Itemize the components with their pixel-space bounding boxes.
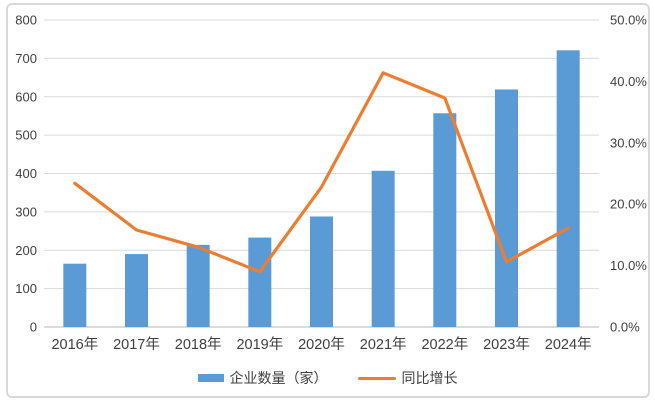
x-axis-label-2016年: 2016年 [51,336,98,353]
legend-item-line-series: 同比增长 [357,368,458,388]
line-series-swatch-icon [357,376,396,380]
x-axis-label-2021年: 2021年 [360,336,407,353]
bar-2023年 [495,89,518,328]
bar-2022年 [433,113,457,327]
left-axis-tick-600: 600 [15,89,37,104]
left-axis-tick-800: 800 [15,13,37,28]
x-axis-label-2022年: 2022年 [421,336,468,353]
x-axis-label-2019年: 2019年 [236,336,283,353]
line-series-legend-label: 同比增长 [401,370,458,386]
growth-line [73,71,570,274]
right-axis-tick-50.0pct: 50.0% [610,13,647,28]
right-axis-tick-40.0pct: 40.0% [610,74,647,89]
bar-series-legend-label: 企业数量（家） [229,370,328,386]
left-axis-tick-500: 500 [15,128,37,143]
bar-2019年 [248,237,272,327]
bar-2021年 [371,170,395,327]
left-axis-tick-400: 400 [15,166,37,181]
bar-2018年 [186,244,210,327]
bar-2024年 [556,50,580,327]
right-axis-tick-20.0pct: 20.0% [610,197,647,212]
right-axis-tick-0.0pct: 0.0% [610,320,640,335]
bar-2020年 [310,216,333,327]
x-axis-label-2024年: 2024年 [545,336,592,353]
x-axis-label-2018年: 2018年 [175,336,222,353]
plot-area: 800 700 600 500 400 300 200 100 0 50.0% 40.0% 30.0%… [15,13,647,354]
right-axis-tick-30.0pct: 30.0% [610,135,647,150]
bar-series-swatch-icon [197,374,224,382]
legend-item-bar-series: 企业数量（家） [197,368,328,388]
bar-2017年 [125,254,148,327]
x-axis-label-2017年: 2017年 [113,336,160,353]
bar-2016年 [63,263,87,327]
left-axis-tick-0: 0 [30,320,37,335]
right-axis-tick-10.0pct: 10.0% [610,258,647,273]
left-axis-tick-100: 100 [15,281,37,296]
left-axis-tick-700: 700 [15,51,37,66]
left-axis-tick-300: 300 [15,204,37,219]
legend: 企业数量（家） 同比增长 [0,368,655,388]
left-axis-tick-200: 200 [15,243,37,258]
x-axis-label-2020年: 2020年 [298,336,345,353]
x-axis-label-2023年: 2023年 [483,336,530,353]
